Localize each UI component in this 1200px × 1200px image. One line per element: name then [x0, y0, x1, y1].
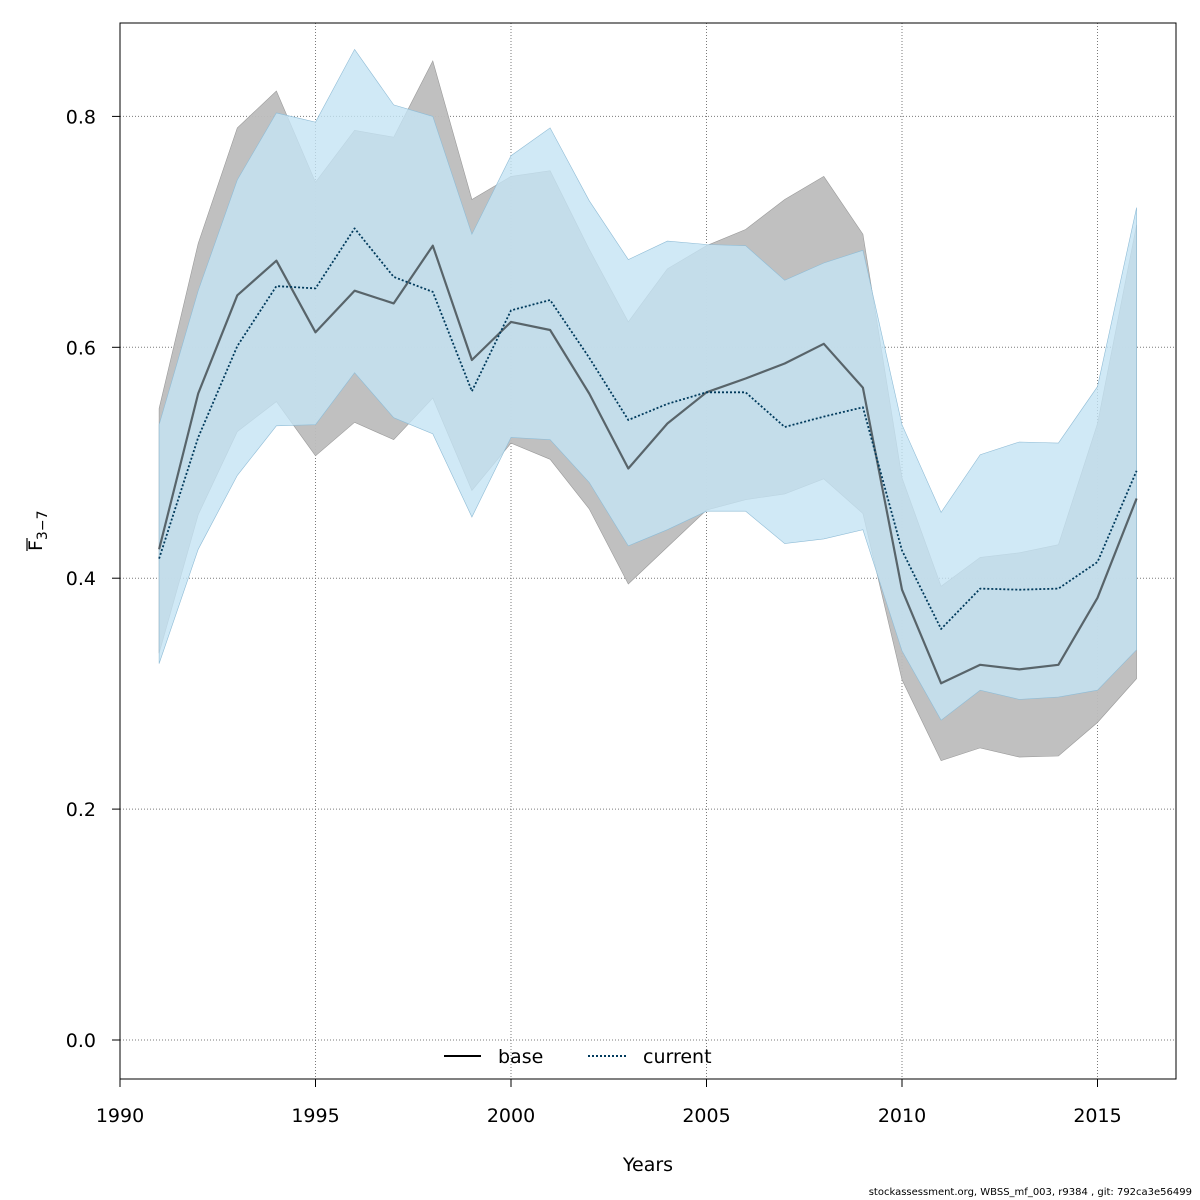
- current-confidence-band: [158, 48, 1137, 721]
- x-tick-label: 1990: [96, 1105, 144, 1127]
- x-tick-label: 2005: [682, 1105, 730, 1127]
- confidence-bands: [158, 48, 1137, 761]
- base-series-line: [158, 244, 1138, 685]
- series-lines: [158, 227, 1138, 685]
- x-tick-label: 2010: [878, 1105, 926, 1127]
- axes: 1990 1995 2000 2005 2010 2015 0.0 0.2 0.4 0.6 0.8: [66, 106, 1122, 1127]
- svg-text:F3−7: F3−7: [25, 511, 51, 551]
- legend-base-label: base: [498, 1046, 543, 1068]
- y-tick-label: 0.8: [66, 106, 96, 128]
- x-tick-label: 1995: [291, 1105, 339, 1127]
- x-axis-title: Years: [622, 1154, 673, 1176]
- y-tick-label: 0.0: [66, 1030, 96, 1052]
- y-axis-title-main: F: [25, 540, 47, 551]
- y-tick-label: 0.4: [66, 568, 96, 590]
- legend-current-label: current: [643, 1046, 712, 1068]
- x-tick-label: 2000: [487, 1105, 535, 1127]
- legend: base current: [444, 1046, 712, 1068]
- y-axis-title-sub: 3−7: [35, 511, 51, 541]
- footer-credit: stockassessment.org, WBSS_mf_003, r9384 …: [868, 1187, 1192, 1198]
- current-series-line: [158, 227, 1138, 630]
- y-tick-label: 0.2: [66, 799, 96, 821]
- y-tick-label: 0.6: [66, 337, 96, 359]
- y-axis-title: F3−7: [25, 511, 51, 551]
- x-tick-label: 2015: [1073, 1105, 1121, 1127]
- plot-frame: [119, 22, 1177, 1080]
